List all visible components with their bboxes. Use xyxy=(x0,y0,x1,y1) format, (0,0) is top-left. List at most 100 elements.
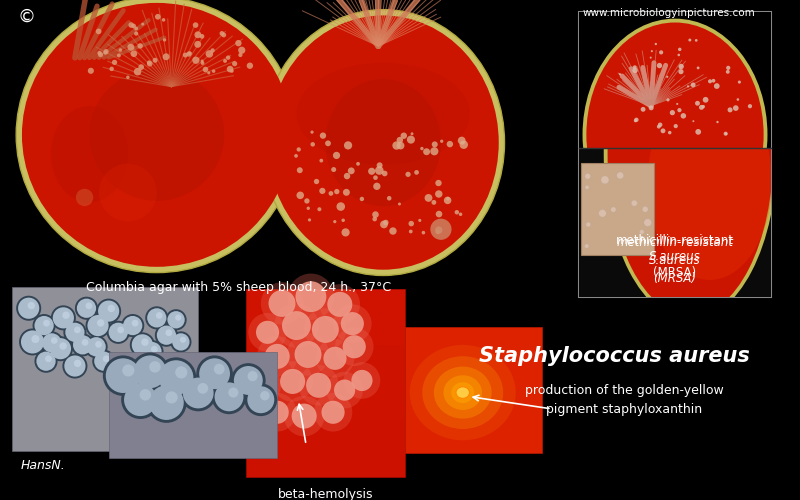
Ellipse shape xyxy=(175,366,187,378)
Ellipse shape xyxy=(294,154,298,158)
Ellipse shape xyxy=(134,32,138,36)
Ellipse shape xyxy=(436,211,442,218)
Ellipse shape xyxy=(76,189,94,206)
Ellipse shape xyxy=(95,341,102,347)
Ellipse shape xyxy=(142,22,144,26)
Ellipse shape xyxy=(147,60,151,64)
Ellipse shape xyxy=(373,216,377,222)
Ellipse shape xyxy=(134,356,166,388)
Ellipse shape xyxy=(297,63,470,164)
Ellipse shape xyxy=(418,219,422,222)
Ellipse shape xyxy=(36,352,56,371)
Ellipse shape xyxy=(650,56,652,58)
Ellipse shape xyxy=(304,198,310,203)
Ellipse shape xyxy=(126,76,130,79)
Ellipse shape xyxy=(651,50,653,52)
Ellipse shape xyxy=(98,51,102,55)
Ellipse shape xyxy=(158,360,194,395)
Ellipse shape xyxy=(585,244,589,248)
Ellipse shape xyxy=(245,384,277,416)
Ellipse shape xyxy=(33,314,56,337)
Ellipse shape xyxy=(334,189,339,194)
Bar xyxy=(246,308,406,326)
Bar xyxy=(578,12,771,296)
Ellipse shape xyxy=(344,142,352,150)
Ellipse shape xyxy=(327,292,352,317)
Bar xyxy=(246,364,406,383)
Text: Staphylococcus aureus: Staphylococcus aureus xyxy=(479,346,750,366)
Ellipse shape xyxy=(206,50,213,58)
Ellipse shape xyxy=(42,334,62,352)
Ellipse shape xyxy=(737,98,739,101)
Ellipse shape xyxy=(149,386,184,420)
Ellipse shape xyxy=(107,305,115,312)
Bar xyxy=(246,458,406,477)
Ellipse shape xyxy=(261,282,303,325)
Ellipse shape xyxy=(695,101,700,105)
Ellipse shape xyxy=(226,66,234,72)
Ellipse shape xyxy=(272,361,313,402)
Ellipse shape xyxy=(98,52,103,57)
Ellipse shape xyxy=(238,46,246,54)
Ellipse shape xyxy=(586,222,590,227)
Ellipse shape xyxy=(333,304,371,343)
Ellipse shape xyxy=(435,180,442,186)
Ellipse shape xyxy=(201,60,204,62)
Ellipse shape xyxy=(121,380,160,419)
Ellipse shape xyxy=(390,228,397,234)
Ellipse shape xyxy=(725,132,727,135)
Ellipse shape xyxy=(139,389,151,400)
Ellipse shape xyxy=(344,362,380,399)
Ellipse shape xyxy=(98,300,119,322)
Ellipse shape xyxy=(265,344,290,369)
Ellipse shape xyxy=(335,328,374,366)
Ellipse shape xyxy=(192,56,199,64)
Ellipse shape xyxy=(401,132,407,139)
Ellipse shape xyxy=(446,141,453,148)
Ellipse shape xyxy=(266,400,289,424)
Ellipse shape xyxy=(726,70,730,74)
Ellipse shape xyxy=(410,132,414,135)
Ellipse shape xyxy=(96,298,121,324)
Ellipse shape xyxy=(82,339,89,346)
Ellipse shape xyxy=(142,342,162,361)
Ellipse shape xyxy=(87,315,109,336)
Ellipse shape xyxy=(22,3,292,267)
Ellipse shape xyxy=(43,320,50,326)
Ellipse shape xyxy=(420,147,424,150)
Ellipse shape xyxy=(92,350,115,373)
Ellipse shape xyxy=(147,308,166,328)
Ellipse shape xyxy=(409,221,414,226)
Ellipse shape xyxy=(247,371,258,381)
Ellipse shape xyxy=(212,70,215,73)
Ellipse shape xyxy=(333,152,340,159)
Ellipse shape xyxy=(397,137,403,143)
Ellipse shape xyxy=(319,188,326,194)
Ellipse shape xyxy=(342,218,345,222)
Ellipse shape xyxy=(397,142,405,150)
Ellipse shape xyxy=(207,72,210,74)
Ellipse shape xyxy=(130,332,155,357)
Bar xyxy=(12,287,198,451)
Ellipse shape xyxy=(459,140,468,149)
Ellipse shape xyxy=(702,105,705,108)
Ellipse shape xyxy=(380,220,388,228)
Ellipse shape xyxy=(182,378,214,408)
Ellipse shape xyxy=(48,336,73,361)
Ellipse shape xyxy=(194,41,201,48)
Ellipse shape xyxy=(16,296,42,321)
Ellipse shape xyxy=(458,136,466,144)
Ellipse shape xyxy=(274,304,318,348)
Text: beta-hemolysis: beta-hemolysis xyxy=(278,488,374,500)
Ellipse shape xyxy=(666,76,668,78)
Ellipse shape xyxy=(639,230,644,234)
Ellipse shape xyxy=(659,50,663,54)
Ellipse shape xyxy=(90,69,224,201)
Ellipse shape xyxy=(422,231,426,234)
Ellipse shape xyxy=(238,53,242,57)
Ellipse shape xyxy=(351,370,373,391)
Ellipse shape xyxy=(695,129,701,134)
Ellipse shape xyxy=(138,64,144,70)
Ellipse shape xyxy=(360,196,364,201)
Ellipse shape xyxy=(51,337,58,344)
